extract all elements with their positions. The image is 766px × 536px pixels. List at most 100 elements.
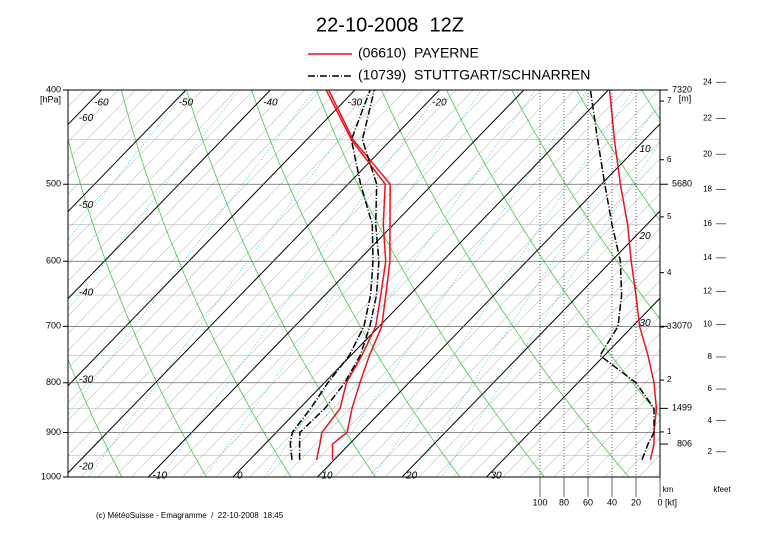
isotherm-minor [68, 90, 288, 317]
plot-area [68, 90, 660, 477]
isotherm-label: -20 [432, 98, 447, 109]
temperature-profile [328, 90, 391, 460]
isotherm-minor [68, 90, 423, 456]
isotherm-minor [68, 90, 136, 160]
km-tick-label: 4 [667, 268, 672, 277]
km-tick-label: 5 [667, 212, 672, 221]
height-unit: [m] [679, 93, 692, 103]
dewpoint-profile [315, 90, 387, 460]
speed-tick-label: 0 [657, 497, 662, 507]
isotherm-minor [114, 90, 491, 477]
km-tick-label: 2 [667, 375, 672, 384]
y-axis-unit: [hPa] [40, 94, 61, 104]
km-tick-label: 7 [667, 96, 672, 105]
isotherm-label: 20 [405, 471, 418, 482]
speed-tick-label: 80 [559, 497, 569, 507]
isotherm-label: -60 [79, 113, 94, 124]
kfeet-tick-label: 6 [708, 384, 713, 393]
isotherm-minor [368, 175, 660, 477]
height-label: 806 [677, 438, 692, 448]
isotherm-minor [587, 402, 660, 477]
speed-unit: [kt] [665, 497, 677, 507]
y-tick-label: 500 [46, 179, 61, 189]
isotherm [232, 90, 609, 477]
isotherm-minor [68, 90, 322, 352]
isotherm-minor [537, 350, 660, 477]
isotherm-label: -30 [79, 374, 94, 385]
km-tick-label: 3 [667, 322, 672, 331]
isotherm-label: -40 [79, 287, 94, 298]
wind-speed-profile [589, 90, 655, 461]
isotherm-minor [68, 90, 170, 195]
speed-tick-label: 40 [607, 497, 617, 507]
isotherm-minor [249, 90, 626, 477]
speed-tick-label: 60 [583, 497, 593, 507]
chart-title: 22-10-2008 12Z [316, 14, 464, 36]
kfeet-tick-label: 14 [703, 253, 712, 262]
kfeet-label: kfeet [713, 485, 731, 494]
isotherm-minor [80, 90, 457, 477]
footer: (c) MétéoSuisse - Emagramme / 22-10-2008… [96, 511, 284, 520]
isotherm-minor [68, 90, 406, 439]
isotherm-label: -50 [179, 98, 194, 109]
isotherm-minor [334, 140, 660, 477]
kfeet-tick-label: 18 [703, 184, 712, 193]
isotherm-minor [520, 332, 660, 477]
isotherm-minor [266, 90, 643, 477]
isotherm-label: -20 [79, 462, 94, 473]
isotherm-minor [131, 90, 508, 477]
dewpoint-profile [289, 90, 374, 460]
legend-label: (06610) PAYERNE [358, 45, 479, 61]
kfeet-tick-label: 20 [703, 149, 712, 158]
isotherm-minor [68, 90, 237, 265]
isotherm-label: 10 [322, 471, 334, 482]
isotherm-minor [435, 245, 660, 477]
isotherm-label: 20 [638, 231, 651, 242]
isotherm-minor [68, 90, 389, 421]
km-tick-label: 1 [667, 427, 672, 436]
isotherm-minor [68, 90, 372, 404]
height-label: 5680 [672, 179, 692, 189]
isotherm-minor [452, 262, 660, 477]
isotherm-minor [182, 90, 558, 477]
isotherm-minor [68, 90, 220, 247]
legend-label: (10739) STUTTGART/SCHNARREN [358, 67, 590, 83]
isotherm-label: -60 [94, 98, 109, 109]
y-tick-label: 1000 [41, 471, 61, 481]
isotherm-minor [570, 384, 660, 477]
isotherm-minor [68, 90, 153, 178]
kfeet-tick-label: 22 [703, 114, 712, 123]
isotherm-minor [300, 106, 660, 477]
y-tick-label: 600 [46, 256, 61, 266]
y-tick-label: 900 [46, 427, 61, 437]
kfeet-tick-label: 12 [703, 287, 712, 296]
isotherm-minor [215, 90, 592, 477]
isotherm-minor [384, 193, 660, 477]
isotherm-label: 0 [237, 471, 243, 482]
isotherm-label: -50 [79, 200, 94, 211]
kfeet-tick-label: 8 [708, 352, 713, 361]
km-label: km [663, 485, 674, 494]
kfeet-tick-label: 24 [703, 77, 712, 86]
speed-tick-label: 100 [532, 497, 547, 507]
height-label: 1499 [672, 403, 692, 413]
kfeet-tick-label: 4 [708, 416, 713, 425]
isotherm-label: -30 [348, 98, 363, 109]
isotherm-minor [503, 315, 660, 477]
isotherm-minor [283, 90, 660, 477]
isotherm [68, 90, 187, 213]
km-tick-label: 6 [667, 155, 672, 164]
isotherm-minor [97, 90, 474, 477]
isotherm [68, 90, 440, 474]
isotherm-minor [418, 228, 660, 477]
isotherm [148, 90, 525, 477]
isotherm [401, 210, 660, 477]
isotherm-label: 30 [491, 471, 503, 482]
isotherm [68, 90, 271, 300]
plot-frame [67, 89, 661, 478]
isotherm-label: -10 [153, 471, 168, 482]
isotherm-label: -40 [263, 98, 278, 109]
y-tick-label: 700 [46, 321, 61, 331]
